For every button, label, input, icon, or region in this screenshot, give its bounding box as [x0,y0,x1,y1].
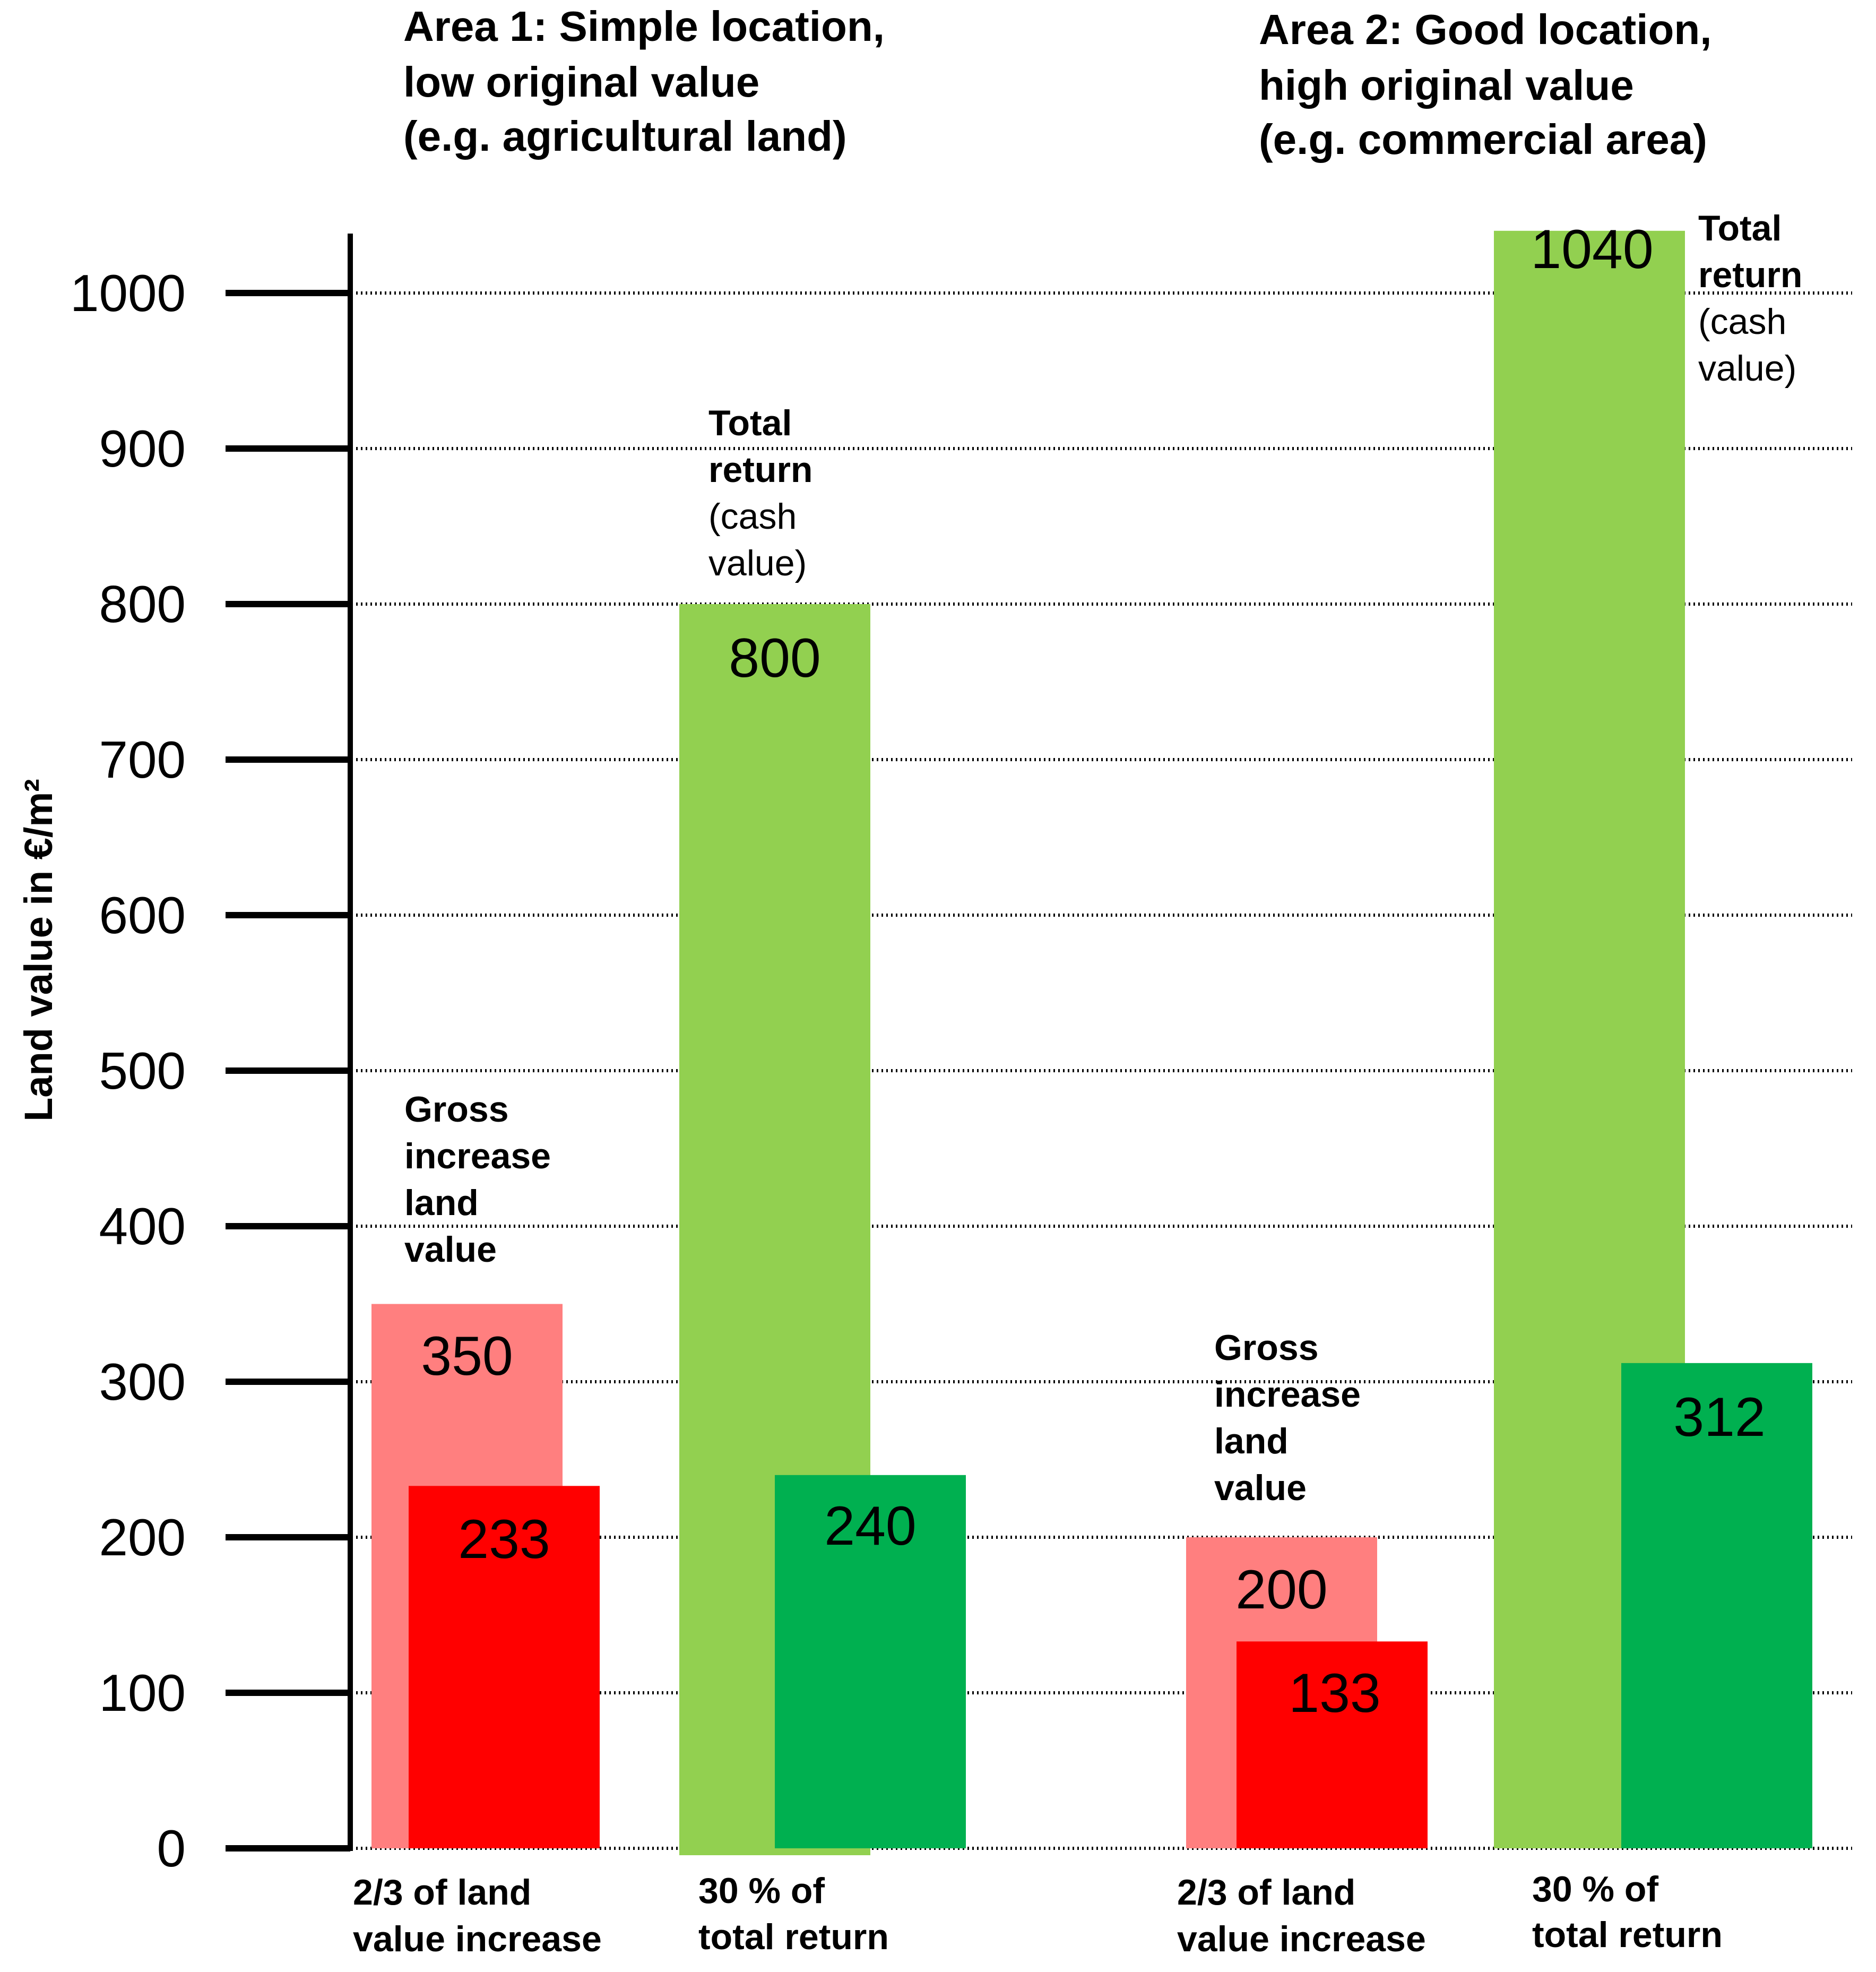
total-annotation-area1: Total [708,403,792,443]
bar-value-area1-1: 350 [421,1325,513,1387]
total-annotation-area1: (cash [708,496,797,537]
bar-value-area2-4: 312 [1673,1387,1766,1448]
y-axis [226,234,353,1852]
category-label-3: 2/3 of land [1177,1872,1355,1913]
area-1-title-line: Area 1: Simple location, [403,3,885,50]
bar-area2-2 [1237,1641,1428,1848]
bar-value-area2-1: 200 [1235,1559,1328,1621]
total-annotation-area1: value) [708,543,807,583]
y-tick-label-700: 700 [99,730,186,789]
y-tick-label-1000: 1000 [70,264,186,322]
gross-annotation-area2: value [1214,1468,1307,1508]
labels: 0 100 200 300 400 500 600 700 800 900 1000 Land val… [16,3,1802,1959]
bar-value-area2-3: 1040 [1531,219,1653,280]
gross-annotation-area2: increase [1214,1374,1361,1415]
gross-annotation-area2: land [1214,1421,1289,1461]
grid-lines [351,291,1852,1850]
y-tick-label-0: 0 [157,1819,186,1878]
y-tick-label-300: 300 [99,1353,186,1411]
category-label-4: 30 % of [1532,1869,1658,1909]
category-label-2: 30 % of [698,1871,825,1911]
y-axis-title: Land value in €/m² [16,779,60,1122]
bar-area2-4 [1621,1363,1812,1848]
area-1-title-line: low original value [403,58,759,106]
area-1-title-line: (e.g. agricultural land) [403,113,847,160]
total-annotation-area2: value) [1698,348,1796,389]
bar-value-area1-4: 240 [824,1495,917,1557]
y-tick-label-800: 800 [99,575,186,633]
gross-annotation-area1: land [404,1183,479,1223]
category-label-4: total return [1532,1915,1723,1955]
area-2-title-line: Area 2: Good location, [1259,6,1711,53]
y-tick-label-900: 900 [99,419,186,478]
y-tick-label-100: 100 [99,1664,186,1722]
total-annotation-area1: return [708,450,812,490]
gross-annotation-area1: value [404,1229,497,1270]
total-annotation-area2: return [1698,255,1802,295]
y-tick-label-600: 600 [99,886,186,944]
area-2-title-line: (e.g. commercial area) [1259,116,1707,163]
bar-area1-2 [409,1486,600,1848]
y-tick-label-500: 500 [99,1041,186,1100]
category-label-2: total return [698,1917,889,1957]
gross-annotation-area1: increase [404,1136,551,1176]
bar-value-area1-3: 800 [729,627,821,689]
gross-annotation-area2: Gross [1214,1328,1319,1368]
category-label-1: 2/3 of land [353,1872,531,1913]
total-annotation-area2: Total [1698,208,1782,248]
bars [371,230,1812,1855]
total-annotation-area2: (cash [1698,302,1786,342]
bar-value-area2-2: 133 [1289,1663,1381,1724]
bar-area1-4 [775,1475,966,1848]
area-2-title-line: high original value [1259,62,1634,109]
y-tick-label-200: 200 [99,1508,186,1566]
y-tick-label-400: 400 [99,1197,186,1255]
category-label-1: value increase [353,1919,602,1959]
gross-annotation-area1: Gross [404,1089,509,1130]
bar-value-area1-2: 233 [458,1509,550,1570]
category-label-3: value increase [1177,1919,1426,1959]
